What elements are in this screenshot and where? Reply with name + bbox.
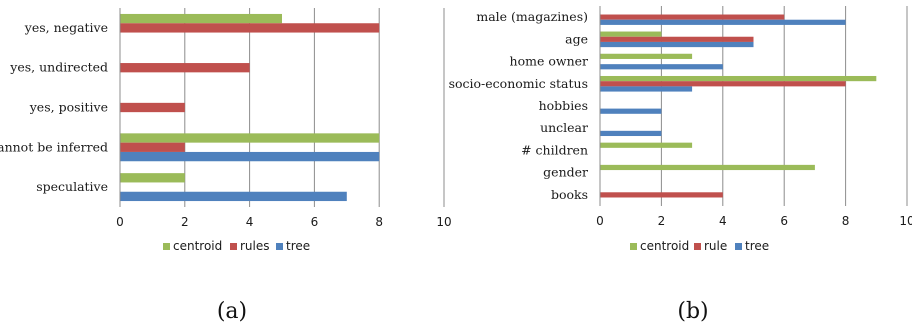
- bar-rule: [600, 192, 723, 198]
- legend-label: centroid: [640, 239, 689, 253]
- bar-tree: [600, 86, 693, 92]
- category-label: hobbies: [539, 98, 588, 113]
- x-tick-label: 8: [375, 215, 383, 229]
- bar-centroid: [600, 75, 877, 82]
- bar-tree: [600, 64, 723, 70]
- legend-label: centroid: [173, 239, 222, 253]
- x-tick-label: 0: [596, 214, 604, 228]
- panel-caption: (a): [217, 299, 247, 324]
- legend-swatch: [276, 243, 283, 250]
- category-label: home owner: [510, 54, 588, 69]
- bar-centroid: [600, 142, 693, 148]
- bar-tree: [600, 41, 754, 48]
- bar-centroid: [120, 173, 185, 183]
- category-label: male (magazines): [476, 9, 588, 24]
- chart-0: 0 2 4 6 8 10 yes, negative yes, undirected yes, …: [0, 8, 452, 324]
- bar-centroid: [600, 164, 815, 171]
- legend-swatch: [694, 243, 701, 250]
- bar-tree: [600, 19, 846, 25]
- category-label: unclear: [540, 120, 588, 135]
- x-tick-label: 2: [658, 214, 666, 228]
- category-label: yes, negative: [24, 20, 108, 35]
- bar-centroid: [120, 13, 282, 24]
- x-tick-label: 2: [181, 215, 189, 229]
- bar-tree: [120, 151, 380, 162]
- legend-label: rules: [240, 239, 270, 253]
- category-label: yes, positive: [29, 100, 108, 115]
- bar-tree: [120, 191, 347, 202]
- x-tick-label: 6: [780, 214, 788, 228]
- bar-rules: [120, 63, 250, 73]
- category-label: # children: [521, 142, 588, 157]
- x-tick-label: 4: [246, 215, 254, 229]
- category-label: socio-economic status: [449, 76, 588, 91]
- x-tick-label: 10: [899, 214, 912, 228]
- bar-rule: [600, 81, 846, 87]
- bar-rule: [600, 14, 785, 20]
- bar-rule: [600, 36, 754, 42]
- category-label: speculative: [36, 179, 108, 194]
- legend-label: rule: [704, 239, 727, 253]
- legend-swatch: [735, 243, 742, 250]
- legend-swatch: [230, 243, 237, 250]
- legend-label: tree: [745, 239, 769, 253]
- bar-rules: [120, 102, 185, 113]
- legend-swatch: [630, 243, 637, 250]
- category-label: books: [551, 187, 588, 202]
- category-label: gender: [543, 165, 588, 180]
- panel-caption: (b): [677, 299, 708, 324]
- x-tick-label: 6: [311, 215, 319, 229]
- bar-tree: [600, 130, 662, 137]
- x-tick-label: 8: [842, 214, 850, 228]
- category-label: cannot be inferred: [0, 139, 108, 154]
- x-tick-label: 0: [116, 215, 124, 229]
- bar-centroid: [600, 31, 662, 37]
- category-label: yes, undirected: [9, 60, 108, 75]
- bar-rules: [120, 142, 185, 152]
- bar-rules: [120, 23, 380, 33]
- legend-label: tree: [286, 239, 310, 253]
- bar-centroid: [120, 133, 380, 143]
- legend-swatch: [163, 243, 170, 250]
- category-label: age: [565, 31, 588, 46]
- x-tick-label: 10: [436, 215, 451, 229]
- bar-centroid: [600, 53, 693, 59]
- x-tick-label: 4: [719, 214, 727, 228]
- chart-1: 0 2 4 6 8 10 male (magazines) age home owner soci…: [449, 6, 912, 324]
- bar-tree: [600, 108, 662, 114]
